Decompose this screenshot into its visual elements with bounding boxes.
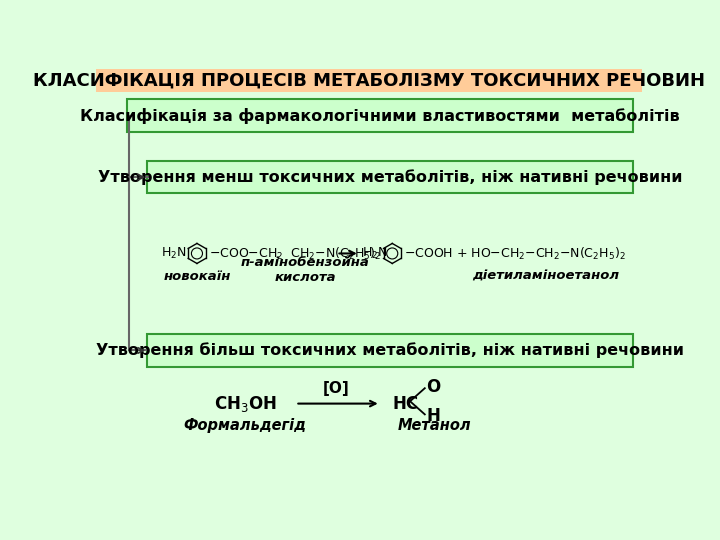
Text: Формальдегід: Формальдегід	[184, 417, 307, 433]
Text: п-амінобензойна
кислота: п-амінобензойна кислота	[241, 256, 370, 285]
Text: O: O	[426, 377, 441, 396]
Text: Утворення менш токсичних метаболітів, ніж нативні речовини: Утворення менш токсичних метаболітів, ні…	[98, 170, 682, 185]
Text: новокаїн: новокаїн	[163, 270, 230, 283]
Text: [O]: [O]	[323, 381, 350, 396]
Text: Класифікація за фармакологічними властивостями  метаболітів: Класифікація за фармакологічними властив…	[80, 107, 680, 124]
Text: Метанол: Метанол	[398, 417, 472, 433]
Text: $-$COO$-$CH$_2$  CH$_2$$-$N(C$_2$H$_5$)$_2$: $-$COO$-$CH$_2$ CH$_2$$-$N(C$_2$H$_5$)$_…	[209, 245, 381, 261]
Text: CH$_3$OH: CH$_3$OH	[214, 394, 276, 414]
Text: H: H	[426, 407, 440, 425]
FancyBboxPatch shape	[96, 69, 642, 92]
Text: діетиламіноетанол: діетиламіноетанол	[472, 270, 619, 283]
FancyBboxPatch shape	[127, 99, 632, 132]
Text: Утворення більш токсичних метаболітів, ніж нативні речовини: Утворення більш токсичних метаболітів, н…	[96, 342, 684, 359]
Text: HC: HC	[392, 395, 418, 413]
FancyBboxPatch shape	[147, 334, 632, 367]
FancyBboxPatch shape	[147, 161, 632, 193]
Text: $-$COOH + HO$-$CH$_2$$-$CH$_2$$-$N(C$_2$H$_5$)$_2$: $-$COOH + HO$-$CH$_2$$-$CH$_2$$-$N(C$_2$…	[404, 245, 626, 261]
Text: H$_2$N: H$_2$N	[161, 246, 187, 261]
Text: КЛАСИФІКАЦІЯ ПРОЦЕСІВ МЕТАБОЛІЗМУ ТОКСИЧНИХ РЕЧОВИН: КЛАСИФІКАЦІЯ ПРОЦЕСІВ МЕТАБОЛІЗМУ ТОКСИЧ…	[33, 71, 705, 89]
Text: H$_2$N: H$_2$N	[362, 246, 387, 261]
